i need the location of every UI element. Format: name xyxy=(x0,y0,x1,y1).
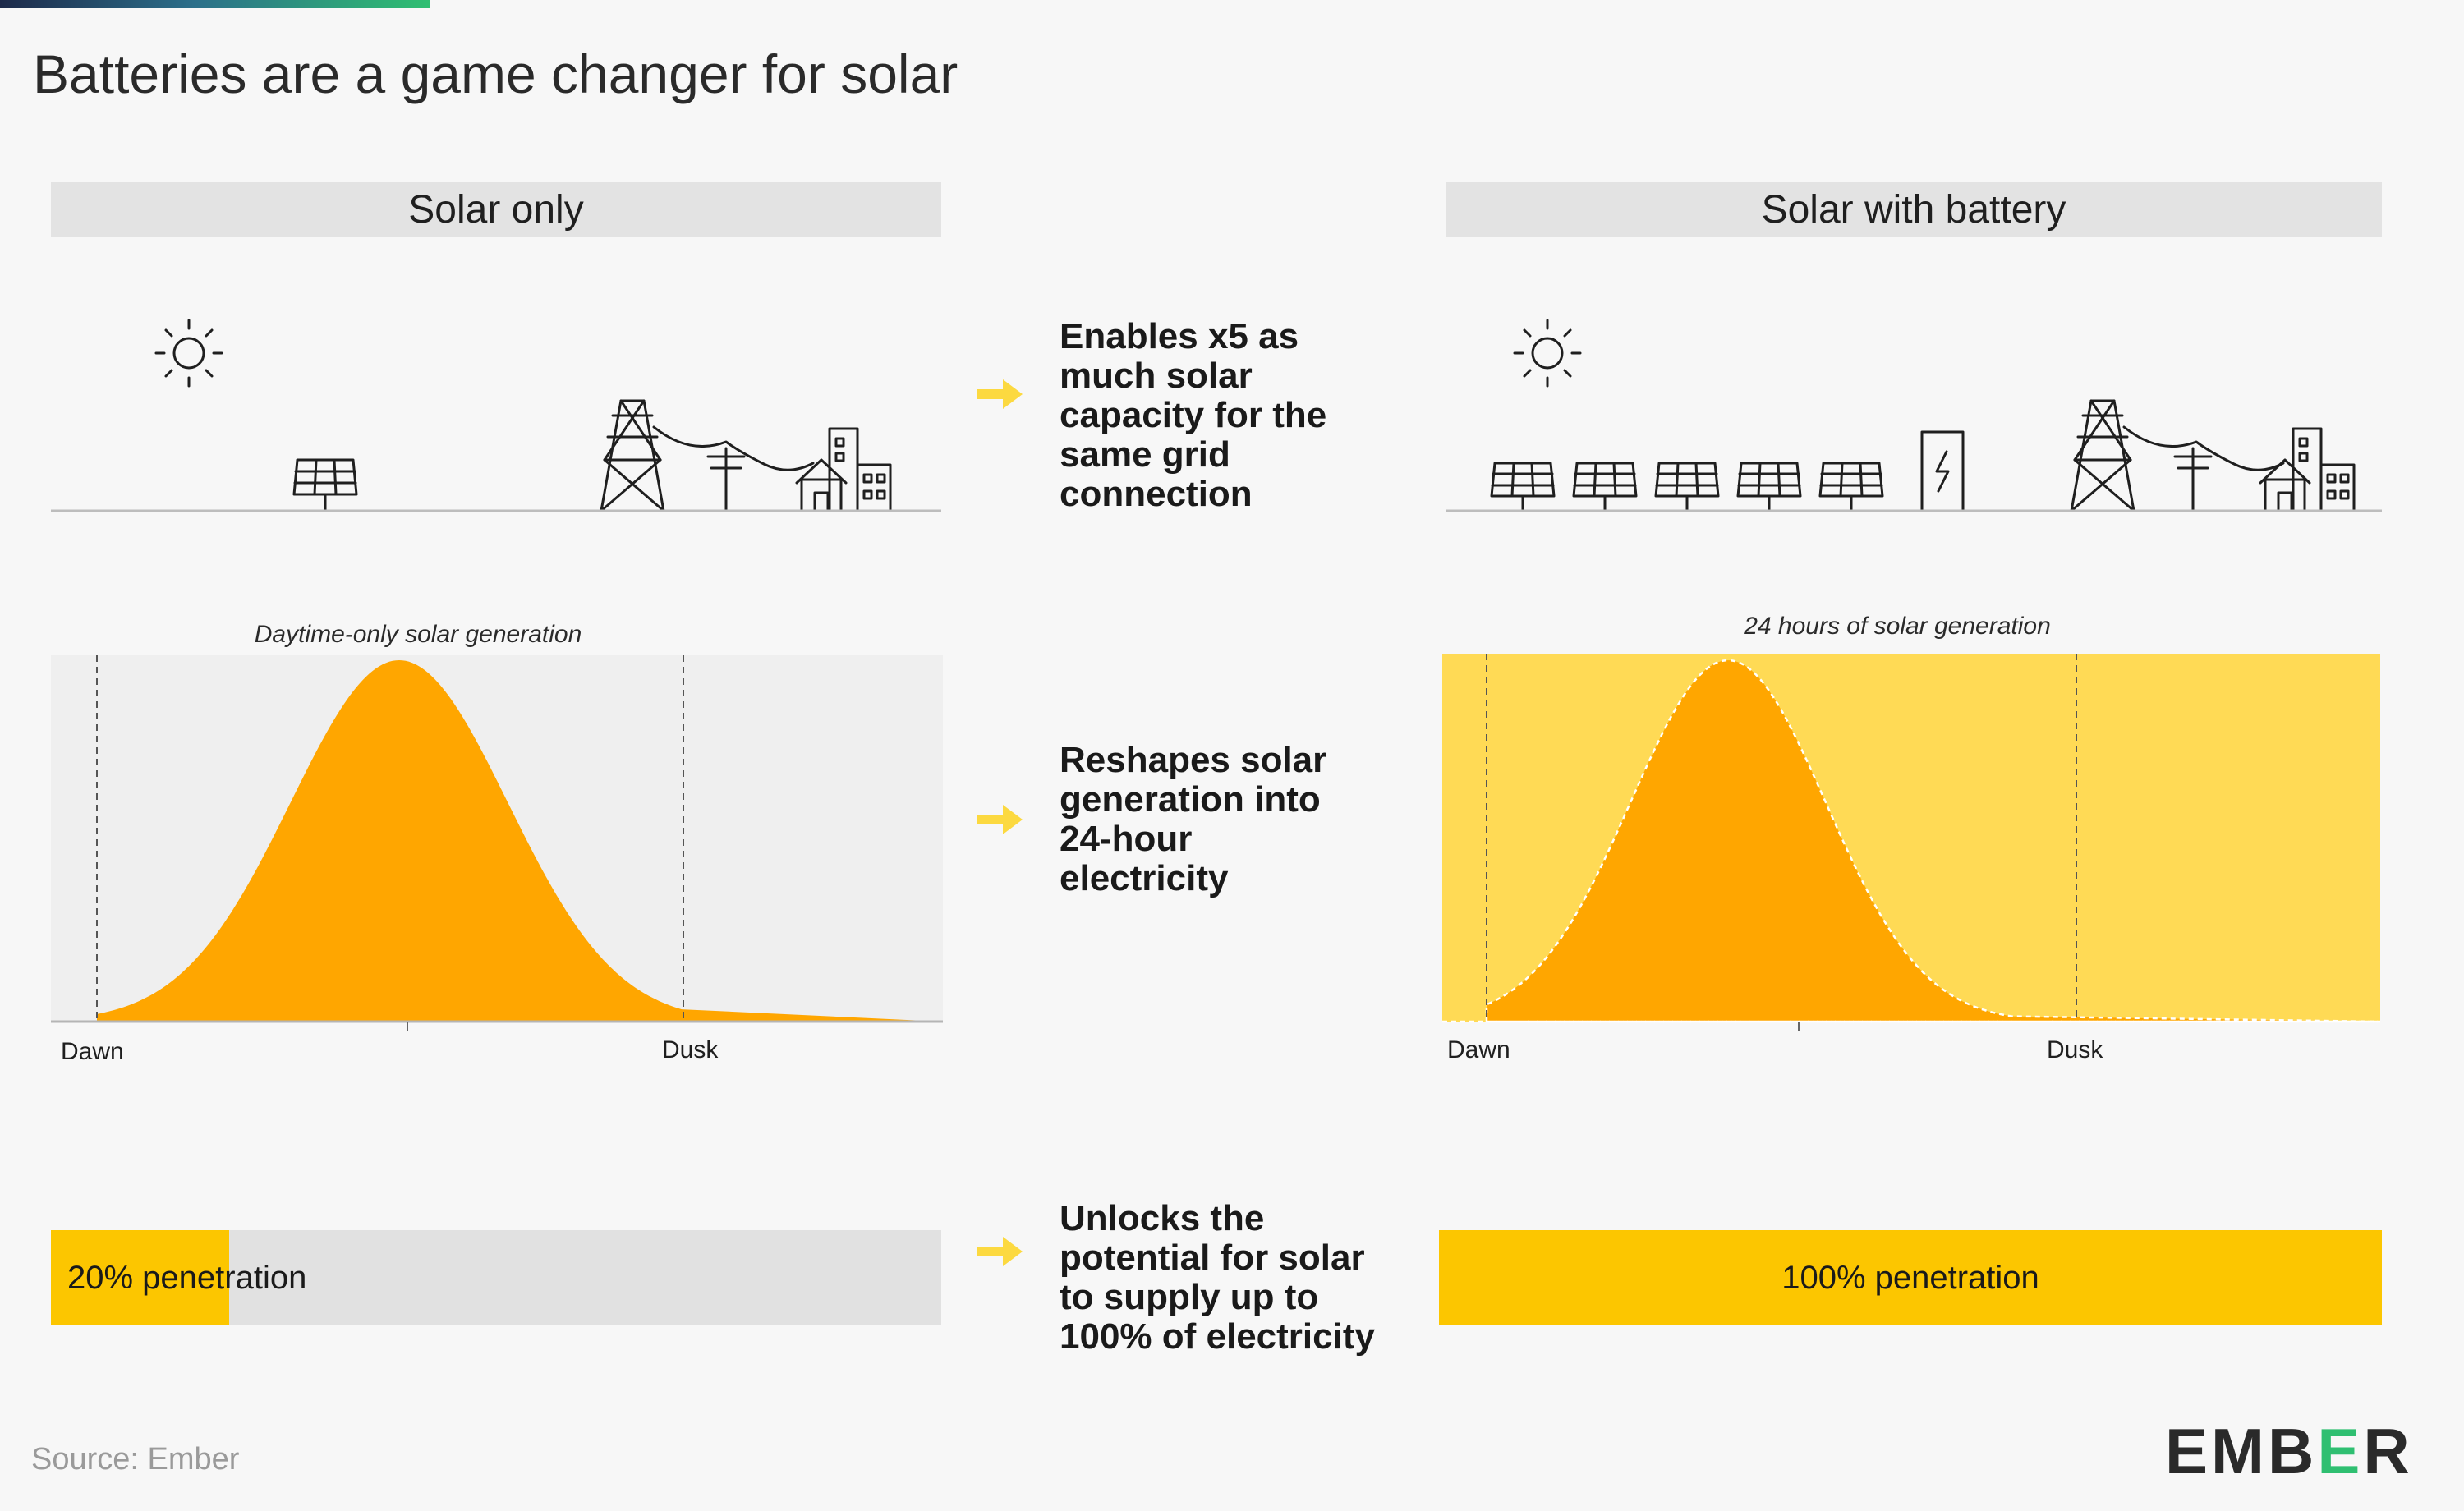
right-chart-caption: 24 hours of solar generation xyxy=(1744,613,2051,640)
benefit-24-hour: Reshapes solar generation into 24-hour e… xyxy=(1060,740,1327,898)
transmission-tower-icon xyxy=(2070,399,2135,512)
benefit-100-percent: Unlocks the potential for solar to suppl… xyxy=(1060,1198,1375,1357)
penetration-fill xyxy=(51,1230,229,1325)
header-solar-with-battery: Solar with battery xyxy=(1446,182,2382,237)
sun-icon xyxy=(1513,319,1582,388)
building-icon xyxy=(828,427,892,512)
utility-pole-icon xyxy=(706,447,746,512)
right-penetration-bar: 100% penetration xyxy=(1439,1230,2382,1325)
solar-panel-icon xyxy=(1572,462,1638,512)
solar-panel-icon xyxy=(292,458,358,512)
solar-panel-icon xyxy=(1490,462,1556,512)
battery-icon xyxy=(1920,430,1965,512)
left-generation-chart xyxy=(51,655,943,1031)
penetration-fill xyxy=(1439,1230,2382,1325)
building-icon xyxy=(2292,427,2356,512)
left-chart-caption: Daytime-only solar generation xyxy=(254,621,582,648)
source-note: Source: Ember xyxy=(31,1442,240,1477)
daytime-solar-curve xyxy=(97,660,943,1022)
right-dawn-label: Dawn xyxy=(1447,1036,1510,1063)
page-title: Batteries are a game changer for solar xyxy=(33,44,958,104)
left-penetration-bar: 20% penetration xyxy=(51,1230,941,1325)
right-penetration-label: 100% penetration xyxy=(1781,1260,2039,1296)
solar-panel-icon xyxy=(1736,462,1802,512)
power-line xyxy=(2122,425,2285,471)
arrow-icon xyxy=(977,805,1023,834)
power-line xyxy=(652,425,815,471)
arrow-icon xyxy=(977,379,1023,409)
arrow-icon xyxy=(977,1237,1023,1266)
transmission-tower-icon xyxy=(600,399,665,512)
brand-accent-bar xyxy=(0,0,430,8)
left-infrastructure-scene xyxy=(51,319,941,512)
benefit-grid-connection: Enables x5 as much solar capacity for th… xyxy=(1060,316,1327,514)
right-infrastructure-scene xyxy=(1446,319,2382,512)
solar-panel-icon xyxy=(1654,462,1720,512)
solar-panel-icon xyxy=(1818,462,1884,512)
right-dusk-label: Dusk xyxy=(2047,1036,2103,1063)
left-dusk-label: Dusk xyxy=(662,1036,719,1063)
daytime-solar-curve xyxy=(1485,659,2381,1023)
left-penetration-label: 20% penetration xyxy=(67,1260,307,1296)
header-solar-only: Solar only xyxy=(51,182,941,237)
utility-pole-icon xyxy=(2173,447,2213,512)
sun-icon xyxy=(154,319,223,388)
house-icon xyxy=(2259,458,2311,512)
left-dawn-label: Dawn xyxy=(61,1038,124,1065)
right-generation-chart xyxy=(1442,654,2381,1031)
ember-logo: EMBER xyxy=(2165,1415,2413,1487)
